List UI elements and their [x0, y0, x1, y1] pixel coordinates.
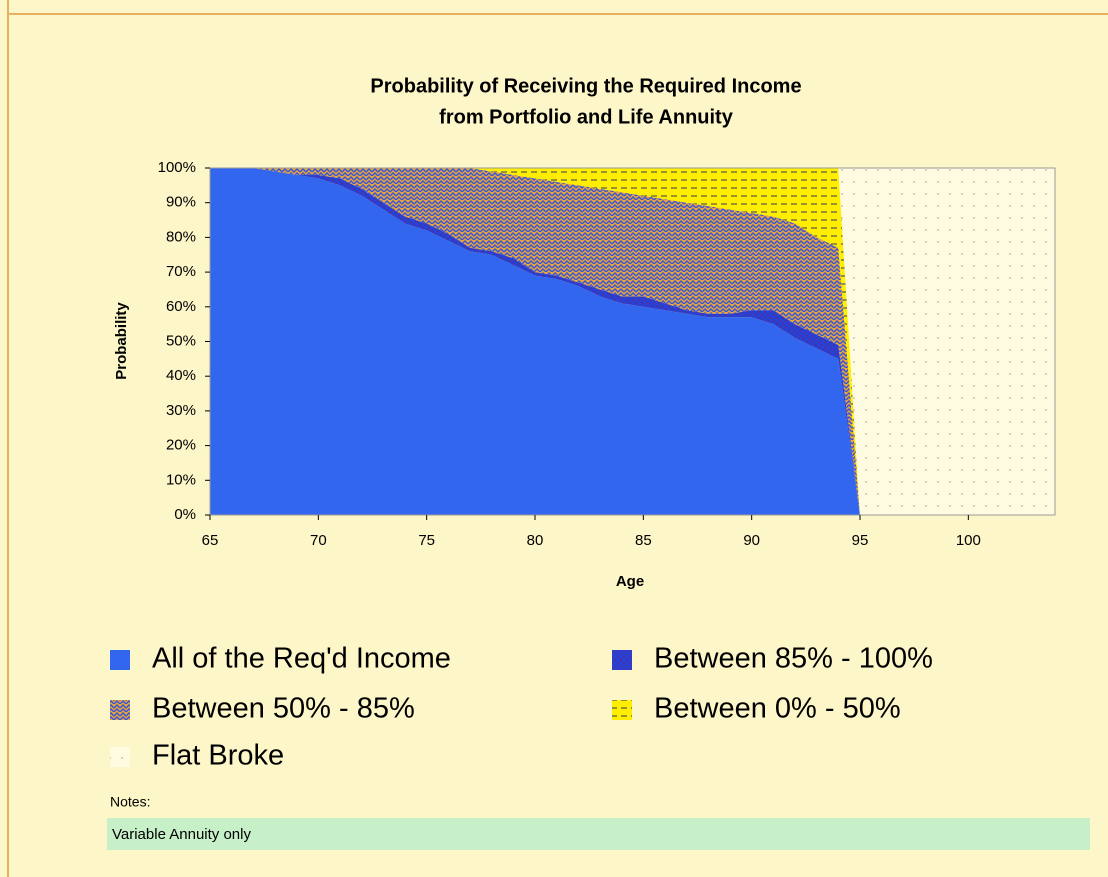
- x-tick-label: 80: [527, 532, 544, 549]
- y-tick-label: 20%: [166, 437, 196, 454]
- notes-text: Variable Annuity only: [112, 826, 251, 843]
- x-axis-label: Age: [616, 573, 644, 590]
- area: [210, 168, 1055, 515]
- chart-title: Probability of Receiving the Required In…: [370, 75, 801, 97]
- legend-swatch: [110, 747, 130, 767]
- legend-label: Flat Broke: [152, 740, 284, 772]
- y-tick-label: 50%: [166, 332, 196, 349]
- legend-label: Between 50% - 85%: [152, 693, 415, 725]
- legend-swatch: [612, 650, 632, 670]
- y-tick-label: 60%: [166, 298, 196, 315]
- y-tick-label: 0%: [174, 506, 196, 523]
- y-tick-label: 40%: [166, 367, 196, 384]
- legend-swatch: [612, 700, 632, 720]
- x-tick-label: 95: [852, 532, 869, 549]
- legend-label: All of the Req'd Income: [152, 643, 451, 675]
- x-tick-label: 100: [956, 532, 981, 549]
- y-tick-label: 90%: [166, 194, 196, 211]
- x-tick-label: 85: [635, 532, 652, 549]
- notes-label: Notes:: [110, 794, 150, 810]
- x-tick-label: 75: [418, 532, 435, 549]
- y-tick-label: 100%: [158, 159, 196, 176]
- chart-subtitle: from Portfolio and Life Annuity: [439, 106, 734, 128]
- x-tick-label: 65: [202, 532, 219, 549]
- x-tick-label: 90: [743, 532, 760, 549]
- notes-box: [107, 818, 1090, 850]
- y-tick-label: 80%: [166, 228, 196, 245]
- x-tick-label: 70: [310, 532, 327, 549]
- y-tick-label: 70%: [166, 263, 196, 280]
- y-axis-label: Probability: [113, 302, 130, 380]
- y-tick-label: 10%: [166, 471, 196, 488]
- area: [210, 168, 1055, 515]
- legend-swatch: [110, 650, 130, 670]
- legend-label: Between 85% - 100%: [654, 643, 933, 675]
- y-tick-label: 30%: [166, 402, 196, 419]
- legend-label: Between 0% - 50%: [654, 693, 901, 725]
- area: [210, 168, 1055, 515]
- legend-swatch: [110, 700, 130, 720]
